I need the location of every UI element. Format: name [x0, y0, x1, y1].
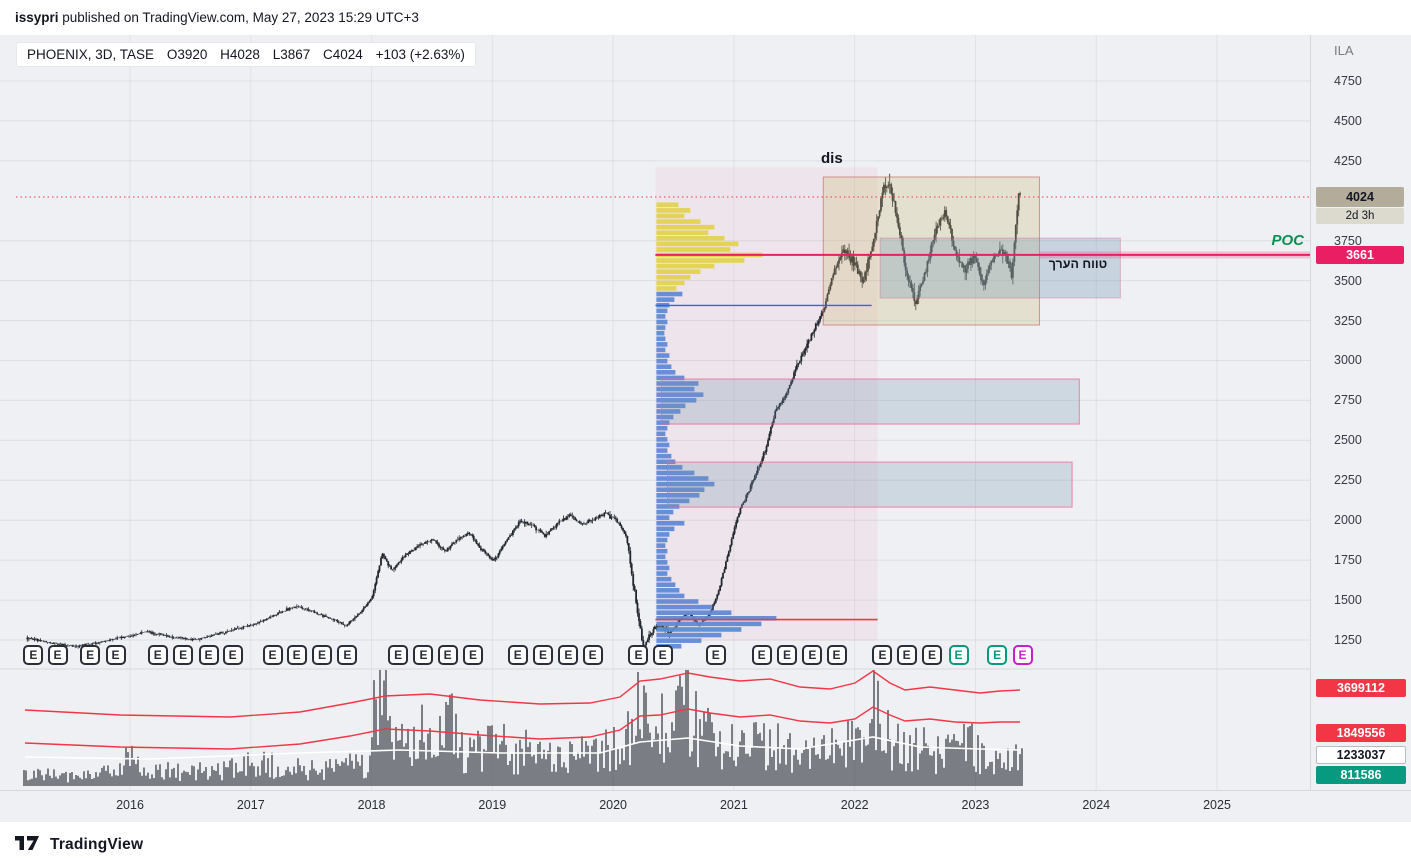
price-tick: 3750 — [1334, 233, 1362, 248]
earnings-marker[interactable]: E — [222, 645, 243, 665]
volume-ma-lower — [24, 706, 1020, 750]
chart-canvas[interactable] — [0, 35, 1310, 790]
value-range-box — [879, 237, 1121, 299]
price-tick: 2000 — [1334, 513, 1362, 528]
volume-ma-white — [24, 736, 1021, 760]
annotation-value-range: טווח הערך — [1048, 257, 1108, 271]
earnings-marker[interactable]: E — [47, 645, 68, 665]
earnings-marker[interactable]: E — [312, 645, 333, 665]
earnings-marker[interactable]: E — [987, 645, 1008, 665]
earnings-marker[interactable]: E — [262, 645, 283, 665]
earnings-marker[interactable]: E — [652, 645, 673, 665]
annotation-dis: dis — [821, 150, 843, 167]
close-value: C4024 — [323, 47, 363, 62]
year-label[interactable]: 2016 — [116, 798, 144, 812]
volume-badge: 811586 — [1316, 766, 1406, 784]
price-tick: 1250 — [1334, 632, 1362, 647]
symbol-title[interactable]: PHOENIX, 3D, TASE — [27, 47, 155, 62]
year-label[interactable]: 2017 — [236, 798, 265, 812]
year-label[interactable]: 2020 — [599, 798, 628, 812]
poc-price-badge: 3661 — [1316, 246, 1404, 264]
earnings-marker[interactable]: E — [533, 645, 554, 665]
open-value: O3920 — [166, 47, 208, 62]
earnings-marker[interactable]: E — [705, 645, 726, 665]
publish-bar: issypri published on TradingView.com, Ma… — [0, 0, 1411, 35]
volume-badge: 1233037 — [1316, 746, 1406, 764]
earnings-marker[interactable]: E — [628, 645, 649, 665]
year-label[interactable]: 2022 — [840, 798, 869, 812]
earnings-marker[interactable]: E — [413, 645, 434, 665]
year-label[interactable]: 2018 — [357, 798, 386, 812]
earnings-marker[interactable]: E — [80, 645, 101, 665]
tradingview-logo-icon[interactable] — [15, 833, 41, 858]
currency-label: ILA — [1334, 43, 1354, 58]
year-label[interactable]: 2019 — [478, 798, 507, 812]
earnings-marker[interactable]: E — [896, 645, 917, 665]
earnings-marker[interactable]: E — [198, 645, 219, 665]
price-tick: 3000 — [1334, 353, 1362, 368]
brand-name[interactable]: TradingView — [50, 836, 144, 853]
symbol-legend[interactable]: PHOENIX, 3D, TASE O3920 H4028 L3867 C402… — [16, 42, 476, 67]
price-axis[interactable]: ILA 4750 4500 4250 3750 3500 3250 3000 2750 2500… — [1310, 35, 1411, 790]
earnings-marker[interactable]: E — [463, 645, 483, 665]
price-tick: 1500 — [1334, 593, 1362, 608]
year-label[interactable]: 2023 — [961, 798, 990, 812]
earnings-marker[interactable]: E — [751, 645, 772, 665]
volume-badge: 3699112 — [1316, 679, 1406, 697]
earnings-marker[interactable]: E — [507, 645, 528, 665]
high-value: H4028 — [220, 47, 260, 62]
volume-bars — [23, 670, 1023, 786]
price-tick: 4250 — [1334, 153, 1362, 168]
price-tick: 3250 — [1334, 313, 1362, 328]
earnings-marker[interactable]: E — [558, 645, 579, 665]
earnings-marker[interactable]: E — [948, 645, 969, 665]
volume-ma-upper — [24, 670, 1021, 718]
earnings-marker[interactable]: E — [777, 645, 798, 665]
earnings-marker[interactable]: E — [105, 645, 126, 665]
price-tick: 3500 — [1334, 273, 1362, 288]
earnings-marker[interactable]: E — [437, 645, 458, 665]
price-tick: 4750 — [1334, 74, 1362, 88]
earnings-marker[interactable]: E — [147, 645, 168, 665]
last-price-badge: 4024 — [1316, 187, 1404, 207]
year-label[interactable]: 2024 — [1082, 798, 1111, 812]
price-tick: 2750 — [1334, 393, 1362, 408]
earnings-marker[interactable]: E — [582, 645, 603, 665]
bar-countdown: 2d 3h — [1316, 208, 1404, 224]
publish-text: published on TradingView.com, May 27, 20… — [58, 10, 419, 25]
earnings-marker[interactable]: E — [802, 645, 823, 665]
earnings-marker[interactable]: E — [173, 645, 194, 665]
year-label[interactable]: 2021 — [719, 798, 748, 812]
publisher-username[interactable]: issypri — [15, 10, 59, 25]
earnings-marker[interactable]: E — [388, 645, 409, 665]
year-label[interactable]: 2025 — [1203, 798, 1231, 812]
low-value: L3867 — [272, 47, 311, 62]
earnings-marker[interactable]: E — [337, 645, 358, 665]
earnings-marker[interactable]: E — [1012, 645, 1033, 665]
footer: TradingView — [0, 822, 1411, 868]
price-tick: 1750 — [1334, 553, 1362, 568]
band-lower — [666, 461, 1073, 508]
earnings-marker[interactable]: E — [23, 645, 44, 665]
dis-box — [822, 176, 1040, 326]
earnings-marker[interactable]: E — [921, 645, 942, 665]
volume-profile — [656, 202, 777, 649]
price-tick: 2250 — [1334, 473, 1362, 488]
earnings-marker[interactable]: E — [872, 645, 893, 665]
grid — [0, 35, 1310, 790]
time-axis[interactable]: 2016 2017 2018 2019 2020 2021 2022 2023 2024 2025 — [0, 790, 1411, 822]
annotation-poc: POC — [1271, 232, 1304, 249]
price-tick: 4500 — [1334, 113, 1362, 128]
earnings-marker[interactable]: E — [286, 645, 307, 665]
chart-area[interactable]: PHOENIX, 3D, TASE O3920 H4028 L3867 C402… — [0, 35, 1411, 822]
earnings-marker[interactable]: E — [826, 645, 847, 665]
price-tick: 2500 — [1334, 433, 1362, 448]
band-upper — [660, 378, 1080, 425]
change-value: +103 (+2.63%) — [375, 47, 465, 62]
volume-badge: 1849556 — [1316, 724, 1406, 742]
